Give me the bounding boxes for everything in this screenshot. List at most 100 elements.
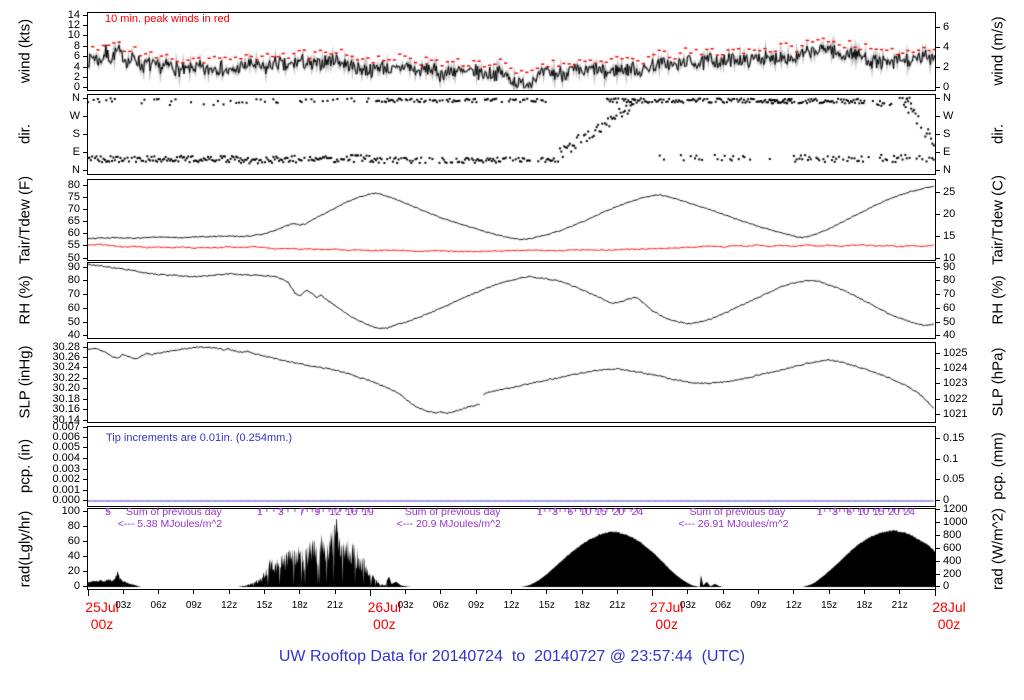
x-axis-tick <box>899 589 901 594</box>
x-axis-day-time-label: 00z <box>373 616 396 632</box>
temp-left-tick <box>83 257 88 259</box>
rh-right-tick <box>935 266 940 268</box>
dir-right-tick <box>935 97 940 99</box>
dir-left-tick-label: N <box>72 163 80 176</box>
x-axis-hour-label: 12z <box>503 600 520 611</box>
rad-left-tick-label: 40 <box>67 550 80 563</box>
rad-cumulative-mj-label: 12 <box>329 506 341 518</box>
temp-left-tick-label: 80 <box>67 178 80 191</box>
x-axis-day-label: 27Jul <box>649 599 684 615</box>
x-axis-day-time-label: 00z <box>937 616 961 632</box>
x-axis-hour-label: 21z <box>326 600 344 611</box>
rad-cumulative-mj-label: 3 <box>278 506 284 518</box>
wind-right-tick <box>935 67 940 69</box>
rad-cumulative-mj-label: 24 <box>631 506 644 518</box>
x-axis-tick <box>934 589 936 596</box>
panel-relative-humidity <box>87 262 936 339</box>
x-axis-tick <box>687 589 689 594</box>
slp-left-tick <box>83 367 88 369</box>
dir-right-tick <box>935 115 940 117</box>
rad-cumulative-mj-label: 5 <box>105 506 111 518</box>
x-axis-tick <box>228 589 230 594</box>
rad-right-tick-label: 1200 <box>943 503 968 516</box>
rad-cumulative-mj-label: 3 <box>832 506 838 518</box>
rh-right-tick-label: 70 <box>943 288 956 301</box>
figure-title: UW Rooftop Data for 20140724 to 20140727… <box>278 648 746 665</box>
wind-peak-note: 10 min. peak winds in red <box>105 13 230 25</box>
rh-left-tick <box>83 307 88 309</box>
x-axis-tick <box>299 589 301 594</box>
x-axis-hour-label: 15z <box>821 600 838 611</box>
wind-left-tick-label: 14 <box>67 8 80 21</box>
x-axis-tick <box>652 589 654 596</box>
rh-right-tick-label: 90 <box>943 260 956 273</box>
slp-left-tick <box>83 409 88 411</box>
wind-left-tick <box>83 14 88 16</box>
rad-cumulative-mj-label: 9 <box>314 506 321 518</box>
rad-sum-mjoules-value: <--- 20.9 MJoules/m^2 <box>396 518 501 530</box>
temp-left-tick <box>83 245 88 247</box>
temp-left-tick-label: 65 <box>67 215 80 227</box>
pcp-left-tick-label: 0.000 <box>52 494 80 507</box>
temp-left-tick-label: 75 <box>67 190 80 203</box>
slp-left-tick-label: 30.24 <box>52 361 80 374</box>
wind-right-tick-label: 4 <box>943 40 950 53</box>
wind-left-tick-label: 12 <box>67 18 80 31</box>
x-axis-hour-label: 18z <box>291 600 308 611</box>
slp-right-tick <box>935 368 940 370</box>
slp-right-tick <box>935 383 940 385</box>
pcp-left-tick <box>83 436 88 438</box>
precipitation-plot <box>88 427 935 506</box>
rad-right-tick <box>935 547 940 549</box>
rad-right-tick <box>935 521 940 523</box>
wind-right-tick-label: 2 <box>943 61 950 74</box>
slp-left-tick-label: 30.18 <box>52 392 80 405</box>
rad-cumulative-mj-label: 1 <box>256 506 263 518</box>
pcp-left-tick <box>83 426 88 428</box>
pcp-right-tick-label: 0.15 <box>943 431 965 444</box>
rh-left-tick <box>83 294 88 296</box>
x-axis-tick <box>158 589 160 594</box>
pcp-right-tick <box>935 458 940 460</box>
rad-left-tick-label: 0 <box>73 580 80 593</box>
rh-left-tick-label: 90 <box>67 260 80 273</box>
pcp-right-tick <box>935 437 940 439</box>
rad-left-tick-label: 60 <box>67 535 80 548</box>
wind-left-tick-label: 2 <box>73 71 80 84</box>
panel-sea-level-pressure <box>87 342 936 423</box>
wind-left-tick-label: 8 <box>73 39 80 52</box>
rad-right-tick <box>935 509 940 511</box>
pcp-left-tick <box>83 457 88 459</box>
temp-right-tick <box>935 191 940 193</box>
wind-right-tick <box>935 87 940 89</box>
slp-right-tick-label: 1021 <box>943 408 968 421</box>
rad-sum-mjoules-value: <--- 26.91 MJoules/m^2 <box>678 518 789 530</box>
rh-left-tick <box>83 266 88 268</box>
rad-right-tick-label: 0 <box>943 580 950 593</box>
dir-left-tick-label: E <box>72 145 80 158</box>
rad-right-tick <box>935 560 940 562</box>
dir-right-tick <box>935 151 940 153</box>
rad-cumulative-mj-label: 15 <box>872 506 885 518</box>
pcp-left-tick <box>83 479 88 481</box>
pcp-left-tick-label: 0.007 <box>52 420 80 433</box>
wind-left-tick <box>83 35 88 37</box>
rh-left-tick <box>83 335 88 337</box>
rad-cumulative-mj-label: 20 <box>887 506 900 518</box>
wind-left-tick <box>83 77 88 79</box>
rad-right-tick-label: 1000 <box>943 515 968 528</box>
wind-right-tick <box>935 46 940 48</box>
x-axis-hour-label: 21z <box>609 600 626 611</box>
x-axis-day-label: 28Jul <box>932 599 966 615</box>
x-axis-tick <box>405 589 407 594</box>
panel-temperature-dewpoint <box>87 179 936 261</box>
temp-left-tick <box>83 208 88 210</box>
rh-left-tick-label: 70 <box>67 288 80 301</box>
pcp-left-tick <box>83 468 88 470</box>
solar-radiation-plot <box>88 509 935 589</box>
rad-right-tick <box>935 534 940 536</box>
rh-left-tick-label: 60 <box>67 301 80 314</box>
dir-right-tick-label: W <box>943 109 954 122</box>
slp-right-tick <box>935 352 940 354</box>
